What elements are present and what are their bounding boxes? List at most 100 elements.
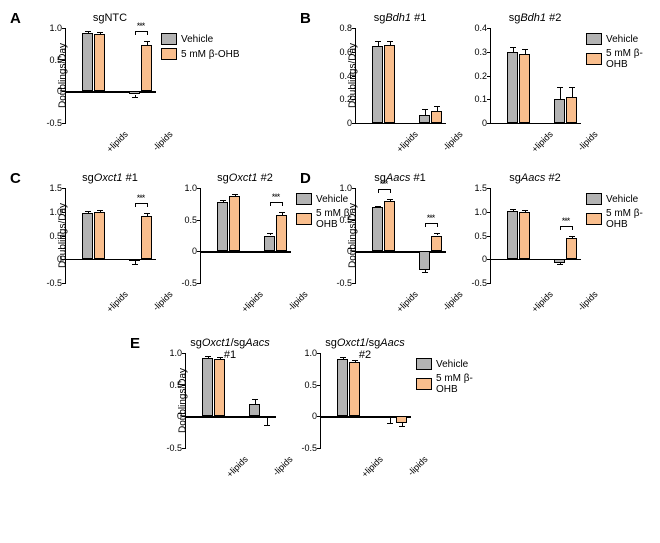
chart-title: sgOxct1 #1	[65, 172, 155, 184]
y-tick	[62, 188, 66, 189]
y-tick-label: 1.0	[169, 348, 182, 358]
x-category-label: +lipids	[529, 289, 554, 314]
y-tick	[487, 76, 491, 77]
bar	[249, 404, 260, 417]
y-tick	[197, 283, 201, 284]
bar	[217, 202, 228, 251]
y-tick-label: 0.4	[474, 23, 487, 33]
plot-area: -0.500.51.01.5***	[65, 188, 156, 283]
error-cap	[252, 399, 258, 400]
error-cap	[375, 41, 381, 42]
error-cap	[144, 213, 150, 214]
legend-row: 5 mM β-OHB	[416, 373, 480, 395]
sig-label: ***	[131, 193, 151, 203]
chart-title: sgAacs #2	[490, 172, 580, 184]
y-tick-label: 1.0	[339, 183, 352, 193]
y-tick-label: -0.5	[46, 118, 62, 128]
error-cap	[434, 106, 440, 107]
error-cap	[217, 357, 223, 358]
y-tick	[352, 283, 356, 284]
y-tick	[182, 448, 186, 449]
y-tick-label: 1.0	[304, 348, 317, 358]
y-tick	[317, 448, 321, 449]
y-tick-label: 0	[482, 118, 487, 128]
y-tick-label: 0.5	[304, 380, 317, 390]
error-cap	[522, 210, 528, 211]
bar	[337, 359, 348, 416]
x-axis	[66, 259, 156, 260]
y-tick-label: 0.5	[474, 231, 487, 241]
x-category-label: +lipids	[394, 289, 419, 314]
sig-bracket	[425, 223, 437, 224]
y-tick	[317, 353, 321, 354]
legend-row: Vehicle	[586, 193, 650, 205]
bar	[554, 99, 565, 123]
error-cap	[85, 211, 91, 212]
plot-area: -0.500.51.0***	[65, 28, 156, 123]
sig-bracket	[560, 226, 572, 227]
bar	[276, 215, 287, 252]
panel-B: BsgBdh1 #100.20.40.60.8Doublings/Day+lip…	[300, 10, 650, 170]
y-tick-label: 1.5	[474, 183, 487, 193]
legend-row: 5 mM β-OHB	[586, 208, 650, 230]
y-tick	[317, 385, 321, 386]
y-axis-label: Doublings/Day	[348, 35, 359, 115]
y-tick	[62, 28, 66, 29]
bar	[94, 34, 105, 91]
bar	[419, 251, 430, 270]
bar	[82, 213, 93, 260]
error-bar	[572, 87, 573, 97]
x-category-label: -lipids	[150, 129, 174, 153]
panel-D: DsgAacs #1-0.500.51.0******Doublings/Day…	[300, 170, 650, 330]
legend-row: 5 mM β-OHB	[586, 48, 650, 70]
bar	[519, 212, 530, 260]
panel-letter: E	[130, 335, 140, 352]
y-tick-label: -0.5	[46, 278, 62, 288]
legend-label: 5 mM β-OHB	[606, 48, 650, 70]
y-tick	[487, 259, 491, 260]
bar	[94, 212, 105, 260]
legend: Vehicle 5 mM β-OHB	[586, 193, 650, 233]
x-category-label: -lipids	[575, 129, 599, 153]
legend-label: Vehicle	[181, 34, 213, 45]
legend-row: Vehicle	[161, 33, 240, 45]
legend-row: 5 mM β-OHB	[161, 48, 240, 60]
y-tick	[487, 28, 491, 29]
bar	[431, 236, 442, 252]
error-cap	[422, 272, 428, 273]
sig-bracket	[270, 202, 282, 203]
sig-bracket	[147, 31, 148, 35]
legend-swatch	[586, 33, 602, 45]
sig-bracket	[147, 203, 148, 207]
bar	[384, 201, 395, 252]
y-tick-label: 0.8	[339, 23, 352, 33]
error-cap	[375, 206, 381, 207]
error-cap	[144, 41, 150, 42]
error-bar	[560, 87, 561, 99]
error-cap	[569, 87, 575, 88]
legend-row: Vehicle	[416, 358, 480, 370]
y-tick	[352, 28, 356, 29]
panel-letter: A	[10, 10, 21, 27]
error-cap	[387, 199, 393, 200]
y-tick	[197, 188, 201, 189]
bar	[229, 196, 240, 252]
x-category-label: -lipids	[150, 289, 174, 313]
error-cap	[97, 210, 103, 211]
panel-letter: C	[10, 170, 21, 187]
sig-bracket	[135, 203, 147, 204]
y-tick-label: 1.0	[49, 23, 62, 33]
y-tick-label: 0	[347, 118, 352, 128]
bar	[372, 46, 383, 123]
y-tick-label: 1.0	[184, 183, 197, 193]
y-tick-label: 1.0	[474, 207, 487, 217]
y-tick-label: -0.5	[471, 278, 487, 288]
y-tick-label: 0	[192, 246, 197, 256]
error-cap	[232, 194, 238, 195]
error-cap	[132, 97, 138, 98]
x-category-label: +lipids	[239, 289, 264, 314]
y-tick-label: -0.5	[336, 278, 352, 288]
x-axis	[66, 91, 156, 92]
plot-area: -0.500.51.0	[185, 353, 276, 448]
error-cap	[557, 264, 563, 265]
